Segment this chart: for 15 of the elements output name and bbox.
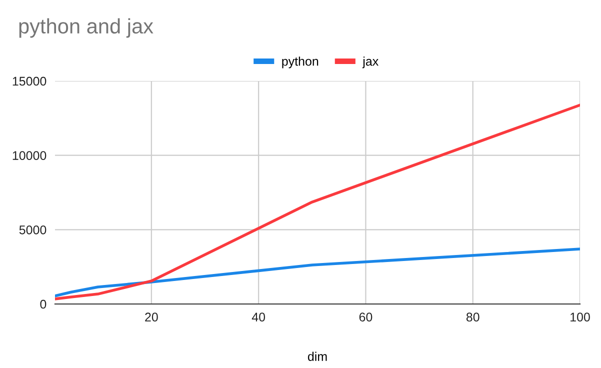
y-tick-label: 5000 xyxy=(19,225,46,234)
y-tick-label: 0 xyxy=(40,300,46,309)
chart-title: python and jax xyxy=(19,18,154,38)
y-tick-label: 15000 xyxy=(12,76,46,86)
x-tick-label: 60 xyxy=(359,312,372,322)
x-tick-label: 80 xyxy=(466,312,480,322)
legend-label: jax xyxy=(362,56,378,68)
legend-label: python xyxy=(282,56,318,68)
x-tick-label: 20 xyxy=(145,312,158,322)
x-axis-title: dim xyxy=(308,352,327,361)
x-tick-label: 40 xyxy=(252,312,266,322)
x-tick-label: 100 xyxy=(570,312,590,322)
line-series xyxy=(55,248,580,298)
line-series xyxy=(55,104,580,300)
y-tick-label: 10000 xyxy=(12,151,46,160)
